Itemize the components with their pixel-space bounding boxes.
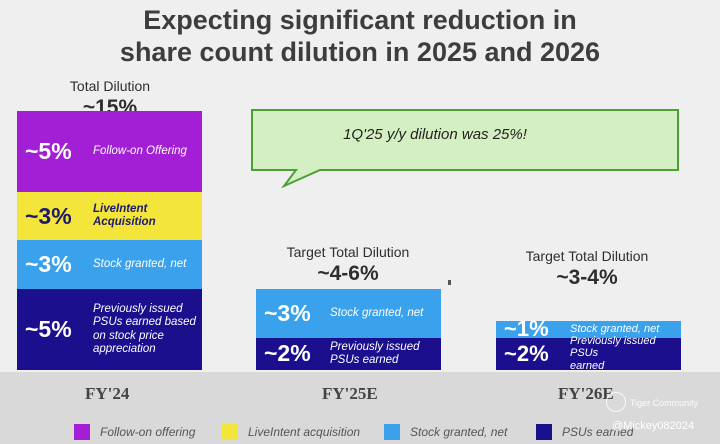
chart-title: Expecting significant reduction in share… — [0, 4, 720, 68]
callout-bubble — [251, 109, 679, 188]
bar-segment-fy25-stock-granted: ~3% Stock granted, net — [256, 289, 441, 338]
segment-description: Stock granted, net — [93, 240, 198, 289]
segment-value-label: ~2% — [264, 340, 311, 367]
segment-description-line: on stock price — [93, 329, 164, 342]
legend-label: PSUs earned — [562, 425, 634, 439]
fy25-header-label: Target Total Dilution — [286, 244, 410, 260]
segment-description-line: Stock granted, net — [330, 306, 424, 319]
bar-segment-fy25-psus: ~2% Previously issued PSUs earned — [256, 337, 441, 370]
segment-description-line: Previously issued — [93, 303, 183, 316]
segment-description-line: Acquisition — [93, 216, 156, 229]
watermark-brand: Tiger Community — [630, 398, 699, 408]
bar-segment-fy26-stock-granted: ~1% Stock granted, net — [496, 316, 681, 342]
legend-label: Stock granted, net — [410, 425, 508, 439]
segment-description-line: earned — [570, 360, 605, 373]
callout-text: 1Q'25 y/y dilution was 25%! — [343, 126, 527, 143]
segment-description-line: appreciation — [93, 342, 156, 355]
segment-description: Previously issued PSUs earned — [330, 338, 437, 370]
fy26-header-label: Target Total Dilution — [525, 248, 649, 264]
bar-segment-fy24-stock-granted: ~3% Stock granted, net — [17, 240, 202, 289]
watermark-logo-icon — [606, 392, 626, 412]
segment-value-label: ~3% — [25, 202, 72, 229]
segment-description: LiveIntent Acquisition — [93, 192, 198, 241]
stray-mark — [448, 280, 451, 285]
fy24-header-label: Total Dilution — [69, 78, 151, 94]
bar-segment-fy24-follow-on: ~5% Follow-on Offering — [17, 110, 202, 192]
legend-swatch — [384, 424, 400, 440]
legend-label: Follow-on offering — [100, 425, 196, 439]
chart-title-line-2: share count dilution in 2025 and 2026 — [119, 37, 601, 67]
segment-description: Follow-on Offering — [93, 111, 198, 192]
legend-swatch — [74, 424, 90, 440]
segment-description: Previously issued PSUs earned — [570, 334, 677, 373]
fy25-header: Target Total Dilution ~4-6% — [258, 244, 438, 286]
fy26-header: Target Total Dilution ~3-4% — [497, 248, 677, 290]
segment-description-line: LiveIntent — [93, 202, 148, 215]
callout-shape — [251, 109, 679, 188]
fy26-header-value: ~3-4% — [556, 266, 618, 289]
bar-segment-fy24-psus: ~5% Previously issued PSUs earned based … — [17, 289, 202, 370]
segment-description: Stock granted, net — [330, 289, 437, 338]
segment-value-label: ~5% — [25, 316, 72, 342]
segment-value-label: ~3% — [25, 251, 72, 278]
segment-description-line: Stock granted, net — [93, 258, 187, 271]
fy25-header-value: ~4-6% — [317, 262, 379, 285]
category-label-fy26: FY'26E — [558, 384, 614, 403]
bottom-band — [0, 372, 720, 444]
category-label-fy24: FY'24 — [85, 384, 130, 403]
segment-value-label: ~2% — [504, 340, 549, 366]
legend-swatch — [222, 424, 238, 440]
legend-swatch — [536, 424, 552, 440]
segment-description-line: PSUs earned based — [93, 316, 196, 329]
segment-value-label: ~1% — [504, 316, 549, 342]
segment-description-line: Previously issued — [330, 340, 420, 353]
bar-segment-fy24-liveintent: ~3% LiveIntent Acquisition — [17, 191, 202, 241]
segment-description-line: Stock granted, net — [570, 323, 660, 336]
watermark-handle: @Mickey082024 — [612, 420, 695, 432]
segment-description-line: PSUs earned — [330, 353, 399, 366]
segment-description-line: Follow-on Offering — [93, 144, 187, 157]
legend-label: LiveIntent acquisition — [248, 425, 361, 439]
chart-title-line-1: Expecting significant reduction in — [143, 5, 577, 35]
segment-description: Previously issued PSUs earned based on s… — [93, 289, 198, 370]
segment-description-line: Previously issued PSUs — [570, 334, 656, 360]
segment-description: Stock granted, net — [570, 321, 677, 337]
segment-value-label: ~5% — [25, 137, 72, 164]
bar-segment-fy26-psus: ~2% Previously issued PSUs earned — [496, 334, 681, 373]
category-label-fy25: FY'25E — [322, 384, 378, 403]
segment-value-label: ~3% — [264, 299, 311, 326]
